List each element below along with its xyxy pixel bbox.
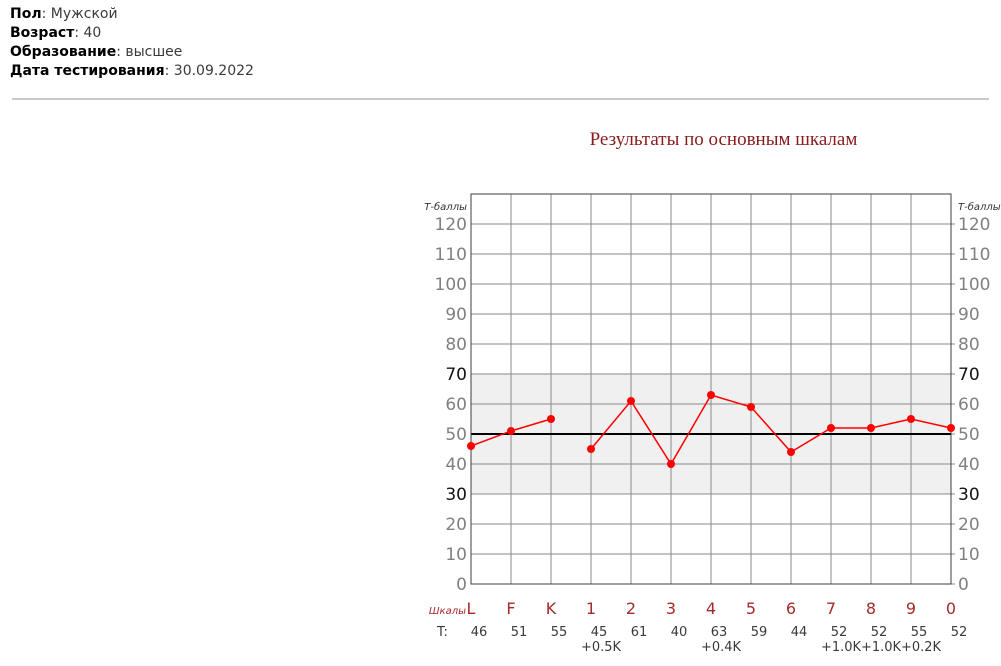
y-tick-label-right: 50: [958, 425, 980, 445]
info-label: Дата тестирования: [10, 63, 165, 79]
t-value-L: 46: [471, 625, 488, 640]
y-tick-label-right: 110: [958, 245, 990, 265]
data-point-L: [467, 442, 475, 450]
y-tick-label-right: 40: [958, 455, 980, 475]
y-tick-label-left: 120: [435, 215, 467, 235]
info-value: высшее: [125, 44, 183, 60]
plot-border: [470, 193, 952, 585]
scale-label-3: 3: [666, 599, 676, 618]
y-tick-label-right: 30: [958, 485, 980, 505]
t-value-4: 63: [711, 625, 728, 640]
info-label: Возраст: [10, 25, 75, 41]
y-tick-label-left: 80: [445, 335, 467, 355]
scale-label-5: 5: [746, 599, 756, 618]
scale-label-0: 0: [946, 599, 956, 618]
info-separator: :: [74, 25, 84, 41]
t-row-label: T:: [436, 625, 448, 640]
y-tick-label-right: 70: [958, 365, 980, 385]
t-value-F: 51: [511, 625, 528, 640]
k-correction-4: +0.4K: [701, 640, 742, 655]
y-axis-label-left: Т-баллы: [424, 201, 467, 213]
y-tick-label-left: 100: [435, 275, 467, 295]
scale-label-1: 1: [586, 599, 596, 618]
y-tick-label-right: 100: [958, 275, 990, 295]
data-point-3: [667, 460, 675, 468]
scale-label-8: 8: [866, 599, 876, 618]
info-row-gender: Пол: Мужской: [10, 5, 254, 24]
data-point-7: [827, 424, 835, 432]
t-value-7: 52: [831, 625, 848, 640]
t-value-0: 52: [951, 625, 968, 640]
data-point-0: [947, 424, 955, 432]
y-tick-label-right: 0: [958, 575, 969, 595]
scale-label-9: 9: [906, 599, 916, 618]
t-value-K: 55: [551, 625, 568, 640]
scales-row-label: Шкалы: [429, 606, 466, 617]
info-separator: :: [164, 63, 174, 79]
t-value-6: 44: [791, 625, 808, 640]
y-tick-label-left: 110: [435, 245, 467, 265]
info-separator: :: [41, 6, 51, 22]
k-correction-9: +0.2K: [901, 640, 942, 655]
y-tick-label-left: 70: [445, 365, 467, 385]
k-correction-8: +1.0K: [861, 640, 902, 655]
scale-label-7: 7: [826, 599, 836, 618]
k-correction-1: +0.5K: [581, 640, 622, 655]
t-value-2: 61: [631, 625, 648, 640]
info-row-education: Образование: высшее: [10, 43, 254, 62]
info-value: 30.09.2022: [173, 63, 254, 79]
scale-label-K: K: [546, 599, 557, 618]
t-value-9: 55: [911, 625, 928, 640]
y-tick-label-left: 0: [456, 575, 467, 595]
data-point-2: [627, 397, 635, 405]
info-row-test-date: Дата тестирования: 30.09.2022: [10, 62, 254, 81]
y-axis-label-right: Т-баллы: [958, 201, 1001, 213]
info-value: 40: [83, 25, 102, 41]
scale-label-F: F: [506, 599, 515, 618]
k-correction-7: +1.0K: [821, 640, 862, 655]
data-point-K: [547, 415, 555, 423]
y-tick-label-right: 10: [958, 545, 980, 565]
divider: [12, 98, 989, 100]
patient-info: Пол: Мужской Возраст: 40 Образование: вы…: [10, 5, 254, 81]
info-value: Мужской: [50, 6, 118, 22]
y-tick-label-right: 60: [958, 395, 980, 415]
scale-label-L: L: [467, 599, 476, 618]
y-tick-label-right: 20: [958, 515, 980, 535]
info-label: Образование: [10, 44, 117, 60]
info-separator: :: [116, 44, 126, 60]
data-point-5: [747, 403, 755, 411]
chart-title: Результаты по основным шкалам: [589, 129, 858, 150]
t-value-8: 52: [871, 625, 888, 640]
y-tick-label-left: 30: [445, 485, 467, 505]
t-value-3: 40: [671, 625, 688, 640]
data-point-1: [587, 445, 595, 453]
y-tick-label-left: 50: [445, 425, 467, 445]
info-row-age: Возраст: 40: [10, 24, 254, 43]
info-label: Пол: [10, 6, 42, 22]
y-tick-label-right: 90: [958, 305, 980, 325]
profile-line: [590, 394, 952, 466]
data-point-6: [787, 448, 795, 456]
y-tick-label-right: 120: [958, 215, 990, 235]
y-tick-label-right: 80: [958, 335, 980, 355]
t-value-1: 45: [591, 625, 608, 640]
scale-label-4: 4: [706, 599, 716, 618]
y-tick-label-left: 10: [445, 545, 467, 565]
y-tick-label-left: 40: [445, 455, 467, 475]
scale-label-6: 6: [786, 599, 796, 618]
y-tick-label-left: 60: [445, 395, 467, 415]
data-point-8: [867, 424, 875, 432]
data-point-F: [507, 427, 515, 435]
scale-label-2: 2: [626, 599, 636, 618]
data-point-4: [707, 391, 715, 399]
t-value-5: 59: [751, 625, 768, 640]
y-tick-label-left: 20: [445, 515, 467, 535]
data-point-9: [907, 415, 915, 423]
y-tick-label-left: 90: [445, 305, 467, 325]
